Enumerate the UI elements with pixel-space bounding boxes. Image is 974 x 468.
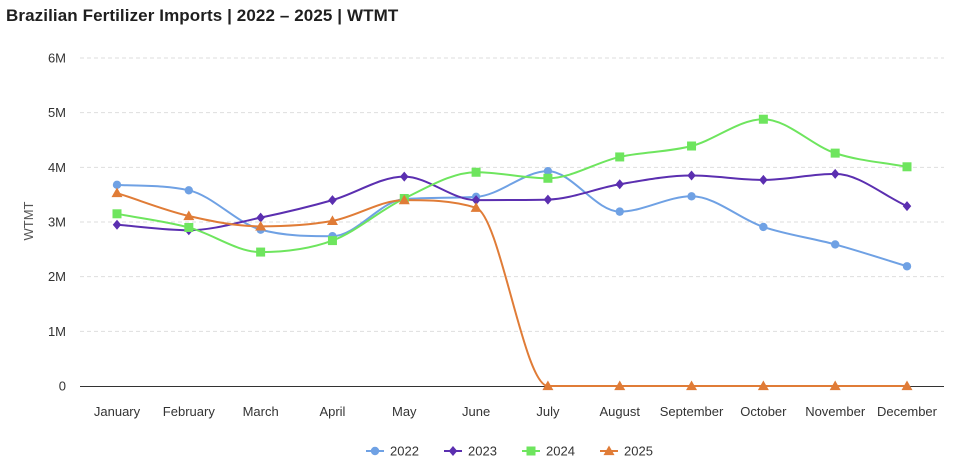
x-tick-label: February xyxy=(163,404,216,419)
legend-item-2022[interactable]: 2022 xyxy=(366,444,419,459)
data-point-2025-february xyxy=(183,210,195,221)
x-tick-label: July xyxy=(536,404,560,419)
legend-marker xyxy=(603,445,615,456)
data-point-2023-december xyxy=(902,201,912,212)
data-point-2023-october xyxy=(759,174,768,185)
legend-item-2025[interactable]: 2025 xyxy=(600,444,653,459)
data-point-2023-june xyxy=(471,195,481,206)
data-point-2022-december xyxy=(902,262,912,271)
x-tick-label: August xyxy=(599,404,640,419)
data-point-2025-september xyxy=(686,380,698,391)
axes: 0 1M 2M 3M 4M 5M 6M January February March April Ma… xyxy=(21,51,944,419)
data-point-2025-december xyxy=(901,380,913,391)
x-tick-label: September xyxy=(660,404,724,419)
x-tick-label: December xyxy=(877,404,938,419)
legend-marker xyxy=(526,446,536,456)
y-tick-label: 5M xyxy=(48,105,66,120)
data-point-2025-october xyxy=(757,380,769,391)
data-point-2025-may xyxy=(398,194,410,205)
data-point-2025-june xyxy=(470,202,482,212)
x-tick-label: May xyxy=(392,404,417,419)
data-point-2024-july xyxy=(543,173,553,183)
legend: 2022 2023 2024 2025 xyxy=(366,444,653,459)
y-tick-label: 6M xyxy=(48,51,66,66)
data-point-2025-april xyxy=(326,215,338,226)
data-point-2023-july xyxy=(543,194,553,205)
series-line-2024 xyxy=(116,118,908,254)
data-point-2023-march xyxy=(256,212,265,223)
data-point-2022-february xyxy=(184,186,194,195)
x-tick-label: January xyxy=(94,404,141,419)
legend-label: 2025 xyxy=(624,444,653,459)
data-point-2022-september xyxy=(687,192,696,201)
data-point-2025-january xyxy=(111,187,123,198)
data-point-2025-november xyxy=(829,380,841,391)
data-point-2022-october xyxy=(759,222,768,232)
data-point-2022-august xyxy=(615,207,624,216)
x-tick-label: March xyxy=(243,404,279,419)
data-point-2024-september xyxy=(687,141,697,151)
data-point-2025-august xyxy=(614,380,626,391)
legend-item-2024[interactable]: 2024 xyxy=(522,444,575,459)
data-point-2024-april xyxy=(327,236,337,246)
data-point-2023-august xyxy=(615,179,624,190)
legend-item-2023[interactable]: 2023 xyxy=(444,444,497,459)
legend-marker xyxy=(370,446,380,456)
data-point-2025-july xyxy=(542,380,554,391)
data-point-2024-october xyxy=(758,114,768,124)
legend-marker xyxy=(448,446,458,456)
data-point-2024-march xyxy=(256,247,266,257)
y-tick-label: 1M xyxy=(48,324,66,339)
data-point-2024-june xyxy=(471,167,481,177)
data-point-2023-september xyxy=(687,170,696,181)
data-point-2023-april xyxy=(328,195,337,206)
data-point-2022-november xyxy=(830,240,840,249)
series-line-2023 xyxy=(116,172,908,232)
data-point-2024-december xyxy=(902,162,912,172)
data-point-2025-march xyxy=(255,220,267,231)
data-point-2024-august xyxy=(615,152,625,162)
legend-label: 2022 xyxy=(390,444,419,459)
x-tick-label: April xyxy=(319,404,345,419)
data-point-2024-february xyxy=(184,222,194,232)
x-tick-label: November xyxy=(805,404,866,419)
data-point-2022-july xyxy=(543,166,553,176)
series-line-2022 xyxy=(116,170,908,268)
gridlines xyxy=(80,57,944,332)
y-tick-label: 3M xyxy=(48,215,66,230)
chart-title: Brazilian Fertilizer Imports | 2022 – 20… xyxy=(6,6,399,25)
data-point-2022-january xyxy=(112,180,122,190)
x-tick-label: June xyxy=(462,404,490,419)
data-point-2024-january xyxy=(112,209,122,219)
legend-label: 2024 xyxy=(546,444,575,459)
data-point-2024-november xyxy=(830,148,840,158)
data-point-2023-may xyxy=(400,171,409,182)
data-point-2023-january xyxy=(112,219,122,230)
data-point-2023-november xyxy=(830,168,840,179)
legend-label: 2023 xyxy=(468,444,497,459)
series-lines xyxy=(116,118,908,388)
x-tick-label: October xyxy=(740,404,787,419)
y-tick-label: 2M xyxy=(48,269,66,284)
y-tick-label: 0 xyxy=(59,379,66,394)
y-axis-title: WTMT xyxy=(21,201,36,240)
y-tick-label: 4M xyxy=(48,160,66,175)
series-markers xyxy=(111,114,913,391)
